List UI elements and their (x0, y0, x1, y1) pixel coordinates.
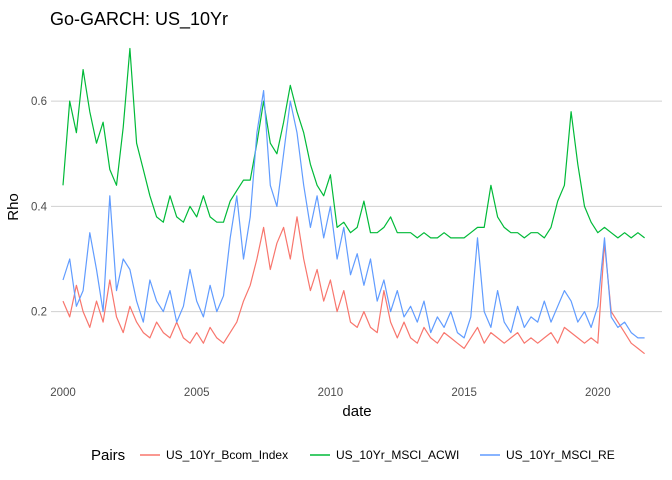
y-tick-label: 0.2 (31, 307, 47, 319)
axis-layer: 0.2 0.4 0.6 2000 2005 2010 2015 2020 (31, 96, 611, 399)
series-line-us-10yr-bcom-index (62, 216, 645, 355)
x-tick-label: 2020 (585, 387, 611, 399)
x-tick-label: 2010 (318, 387, 344, 399)
x-tick-label: 2005 (184, 387, 210, 399)
legend-label: US_10Yr_Bcom_Index (166, 448, 288, 462)
legend-label: US_10Yr_MSCI_ACWI (336, 448, 459, 462)
y-tick-label: 0.6 (31, 96, 47, 108)
x-tick-label: 2000 (50, 387, 76, 399)
x-tick-label: 2015 (451, 387, 477, 399)
chart-title: Go-GARCH: US_10Yr (50, 9, 228, 30)
series-line-us-10yr-msci-re (62, 89, 645, 339)
legend: Pairs US_10Yr_Bcom_Index US_10Yr_MSCI_ACW… (91, 447, 615, 464)
x-axis-title: date (342, 403, 371, 420)
y-tick-label: 0.4 (31, 201, 48, 213)
series-layer (62, 47, 645, 355)
series-line-us-10yr-msci-acwi (62, 47, 645, 239)
legend-title: Pairs (91, 447, 125, 464)
y-axis-title: Rho (5, 193, 22, 221)
legend-label: US_10Yr_MSCI_RE (506, 448, 615, 462)
grid-layer (51, 100, 662, 313)
